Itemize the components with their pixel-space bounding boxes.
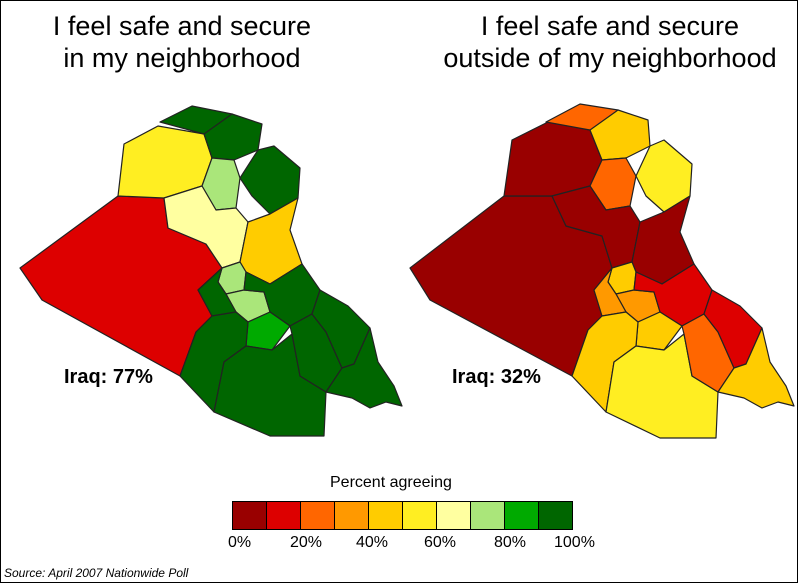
left-overall-label: Iraq: 77% [64,366,153,388]
legend-swatch [539,502,572,529]
right-overall-label: Iraq: 32% [452,366,541,388]
legend-tick-label: 0% [228,534,252,551]
right-region-nineveh [503,121,603,197]
left-title-line2: in my neighborhood [63,43,301,73]
left-title-line1: I feel safe and secure [52,11,312,41]
legend-swatch [437,502,471,529]
legend-swatch [403,502,437,529]
legend-color-bar [232,501,573,530]
right-map-title: I feel safe and secure outside of my nei… [420,10,800,74]
legend-swatch [301,502,335,529]
legend-tick-label: 100% [554,534,595,551]
legend-title: Percent agreeing [330,474,452,491]
legend-tick-label: 20% [290,534,323,551]
legend-swatch [267,502,301,529]
legend-swatch [505,502,539,529]
legend-swatch [369,502,403,529]
legend-swatch [233,502,267,529]
right-title-line2: outside of my neighborhood [443,43,777,73]
legend-tick-label: 60% [424,534,457,551]
legend-swatch [335,502,369,529]
right-title-line1: I feel safe and secure [480,11,740,41]
legend-swatch [471,502,505,529]
legend-tick-label: 80% [494,534,527,551]
left-region-basrah [325,327,403,409]
right-region-basrah [717,327,795,409]
legend-tick-label: 40% [356,534,389,551]
source-note: Source: April 2007 Nationwide Poll [4,566,189,580]
left-map-title: I feel safe and secure in my neighborhoo… [22,10,342,74]
